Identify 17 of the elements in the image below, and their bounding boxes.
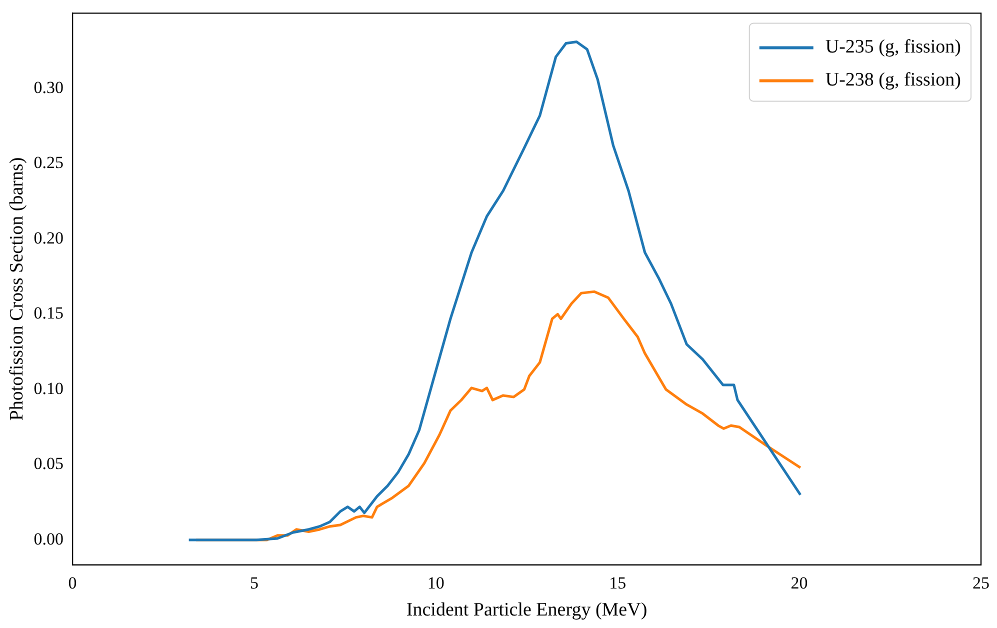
y-tick-label: 0.10 bbox=[34, 378, 64, 398]
y-tick-label: 0.20 bbox=[34, 228, 64, 248]
x-tick-label: 5 bbox=[250, 573, 258, 592]
x-tick-label: 10 bbox=[427, 573, 444, 592]
x-tick-label: 20 bbox=[790, 573, 808, 592]
y-tick-label: 0.30 bbox=[34, 78, 64, 97]
legend-label: U-235 (g, fission) bbox=[825, 36, 962, 58]
y-tick-label: 0.25 bbox=[34, 153, 64, 172]
y-tick-label: 0.05 bbox=[34, 454, 64, 474]
y-tick-label: 0.00 bbox=[34, 529, 64, 548]
y-axis-title: Photofission Cross Section (barns) bbox=[6, 157, 28, 421]
x-tick-label: 25 bbox=[972, 573, 990, 592]
y-tick-label: 0.15 bbox=[34, 304, 64, 323]
x-axis-title: Incident Particle Energy (MeV) bbox=[406, 600, 648, 621]
x-tick-label: 15 bbox=[609, 573, 626, 592]
x-tick-label: 0 bbox=[68, 573, 77, 592]
legend-label: U-238 (g, fission) bbox=[825, 70, 962, 91]
